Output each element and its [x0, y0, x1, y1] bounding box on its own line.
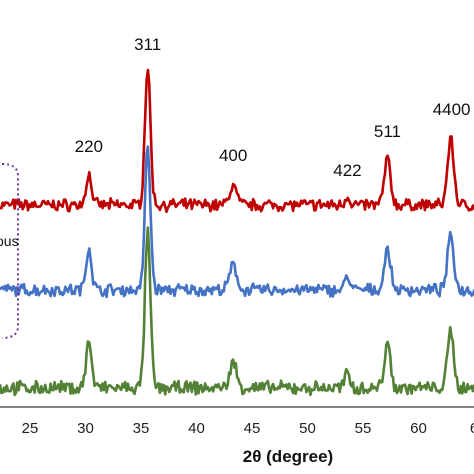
x-tick-label: 25 [22, 420, 39, 437]
x-tick-label: 35 [133, 420, 150, 437]
peak-label: 220 [75, 137, 103, 156]
series-line-1 [0, 68, 474, 214]
peak-label: 4400 [433, 100, 471, 119]
x-tick-label: 60 [410, 420, 427, 437]
peak-label: 311 [134, 35, 161, 54]
series-layer [0, 68, 474, 397]
peak-label: 511 [374, 122, 401, 141]
peak-label: 400 [219, 146, 247, 165]
x-tick-label: 6 [470, 420, 474, 437]
dotted-bracket [1, 163, 19, 339]
x-tick-label: 55 [355, 420, 372, 437]
x-tick-labels: 25 30 35 40 45 50 55 60 6 [22, 420, 474, 437]
x-tick-label: 45 [244, 420, 261, 437]
x-tick-label: 50 [299, 420, 316, 437]
series-line-2 [0, 145, 474, 299]
x-tick-label: 30 [77, 420, 94, 437]
x-tick-label: 40 [188, 420, 205, 437]
peak-label: 422 [333, 161, 361, 180]
series-line-3 [0, 226, 474, 397]
side-label: ous [0, 233, 19, 249]
peak-labels: 220 311 400 422 511 4400 [75, 35, 471, 180]
x-axis-title: 2θ (degree) [243, 447, 333, 466]
